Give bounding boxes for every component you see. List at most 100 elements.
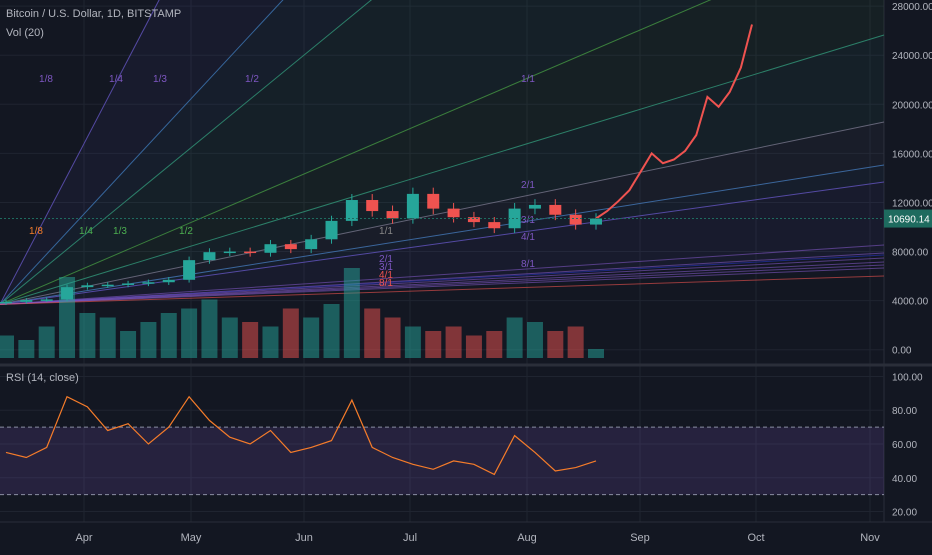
time-axis-tick-label: Jul <box>403 532 417 544</box>
gann-fan-line <box>0 0 712 305</box>
gann-fan-line <box>0 252 885 305</box>
price-candle <box>488 222 501 229</box>
price-axis-tick-label: 24000.00 <box>892 51 932 62</box>
gann-fan-label: 1/8 <box>39 74 53 85</box>
gann-fan-label: 1/4 <box>109 74 123 85</box>
gann-fan-label: 3/1 <box>379 262 393 273</box>
volume-bar <box>425 331 442 358</box>
volume-bar <box>567 326 584 358</box>
volume-bar <box>282 308 299 358</box>
volume-bar <box>38 326 55 358</box>
price-candle <box>81 285 94 288</box>
gann-fan-label: 1/4 <box>79 226 93 237</box>
rsi-axis-tick-label: 20.00 <box>892 508 917 519</box>
price-candle <box>122 283 135 285</box>
volume-bar <box>588 349 604 358</box>
gann-fan-line <box>0 275 885 305</box>
last-price-badge <box>884 209 932 228</box>
gann-fan-label: 4/1 <box>379 270 393 281</box>
price-candle <box>549 204 562 215</box>
gann-fan-fill <box>0 0 884 304</box>
gann-fan-fill <box>0 0 884 305</box>
time-axis-tick-label: Nov <box>860 532 880 544</box>
volume-bar <box>79 313 96 358</box>
volume-indicator-label: Vol (20) <box>6 27 44 39</box>
rsi-axis-tick-label: 40.00 <box>892 474 917 485</box>
volume-bar <box>323 304 340 358</box>
volume-bar <box>242 322 259 358</box>
volume-bar <box>303 317 320 358</box>
volume-bar <box>404 326 421 358</box>
time-axis-tick-label: May <box>181 532 202 544</box>
gann-fan-label: 1/2 <box>245 74 259 85</box>
price-candle <box>244 251 257 254</box>
price-candle <box>447 208 460 218</box>
price-candle <box>40 299 53 301</box>
gann-fan-line <box>0 181 885 305</box>
time-axis-tick-label: Sep <box>630 532 650 544</box>
gann-fan-label: 8/1 <box>521 259 535 270</box>
volume-bar <box>506 317 523 358</box>
price-axis-tick-label: 0.00 <box>892 346 912 357</box>
gann-fan-line <box>0 0 372 305</box>
price-candle <box>427 193 440 209</box>
price-candle <box>203 252 216 261</box>
price-axis-tick-label: 16000.00 <box>892 149 932 160</box>
last-price-label: 10690.14 <box>888 215 930 226</box>
volume-bar <box>384 317 401 358</box>
price-candle <box>345 200 358 221</box>
gann-fan-line <box>0 34 885 305</box>
volume-bar <box>18 340 35 358</box>
volume-bar <box>486 331 503 358</box>
price-candle <box>284 244 297 250</box>
gann-fan-label: 4/1 <box>521 232 535 243</box>
gann-fan-line <box>0 244 885 305</box>
gann-fan-fill <box>0 0 884 304</box>
price-axis-tick-label: 28000.00 <box>892 2 932 13</box>
price-candle <box>590 218 602 225</box>
rsi-indicator-label: RSI (14, close) <box>6 372 79 384</box>
price-candle <box>20 300 33 302</box>
price-axis-tick-label: 12000.00 <box>892 198 932 209</box>
price-candle <box>101 284 114 287</box>
volume-bar <box>120 331 137 358</box>
gann-fan-line <box>0 267 885 305</box>
price-axis-tick-label: 20000.00 <box>892 100 932 111</box>
gann-fan-label: 8/1 <box>379 278 393 289</box>
price-candle <box>183 260 196 280</box>
volume-bar <box>221 317 238 358</box>
price-candle <box>305 239 318 250</box>
volume-bar <box>99 317 116 358</box>
volume-bar <box>160 313 177 358</box>
gann-fan-label: 1/2 <box>179 226 193 237</box>
volume-bar <box>201 299 218 358</box>
price-candle <box>406 193 419 219</box>
price-candle <box>264 244 277 253</box>
gann-fan-line <box>0 0 160 305</box>
price-candle <box>0 301 12 304</box>
volume-bar <box>262 326 279 358</box>
rsi-axis-tick-label: 100.00 <box>892 372 923 383</box>
price-candle <box>508 208 521 229</box>
gann-fan-line <box>0 121 885 305</box>
price-candle <box>162 279 175 283</box>
gann-fan-label: 2/1 <box>521 180 535 191</box>
price-candle <box>569 214 582 225</box>
price-axis-tick-label: 4000.00 <box>892 297 929 308</box>
rsi-band <box>0 427 884 495</box>
price-candle <box>366 200 379 212</box>
time-axis-tick-label: Aug <box>517 532 537 544</box>
gann-fan-line <box>0 0 284 305</box>
rsi-axis-tick-label: 80.00 <box>892 406 917 417</box>
volume-bar <box>181 308 198 358</box>
gann-fan-label: 1/1 <box>379 226 393 237</box>
time-axis-tick-label: Oct <box>747 532 764 544</box>
volume-bar <box>140 322 157 358</box>
gann-fan-line <box>0 257 885 305</box>
price-candle <box>142 282 155 284</box>
price-candle <box>528 204 541 209</box>
price-candle <box>467 217 480 223</box>
price-candle <box>325 220 338 240</box>
